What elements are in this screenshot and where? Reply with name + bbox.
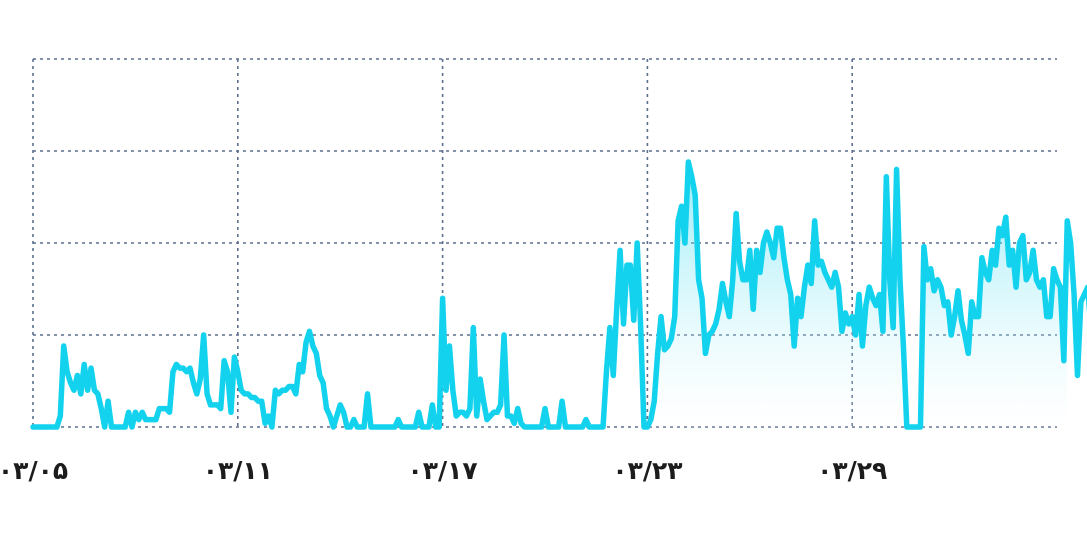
x-tick-label: ۰۳/۰۵ bbox=[0, 456, 68, 485]
x-axis-tick-labels: ۰۳/۰۵ ۰۳/۱۱ ۰۳/۱۷ ۰۳/۲۳ ۰۳/۲۹ bbox=[0, 456, 887, 485]
series-layer bbox=[30, 159, 1087, 430]
x-tick-label: ۰۳/۲۳ bbox=[612, 456, 682, 485]
x-tick-label: ۰۳/۱۱ bbox=[203, 456, 273, 485]
x-tick-label: ۰۳/۲۹ bbox=[817, 456, 887, 485]
series-area bbox=[647, 162, 1068, 427]
area-fill-layer bbox=[647, 162, 1068, 427]
x-tick-label: ۰۳/۱۷ bbox=[408, 456, 478, 485]
series-line bbox=[30, 159, 1087, 430]
